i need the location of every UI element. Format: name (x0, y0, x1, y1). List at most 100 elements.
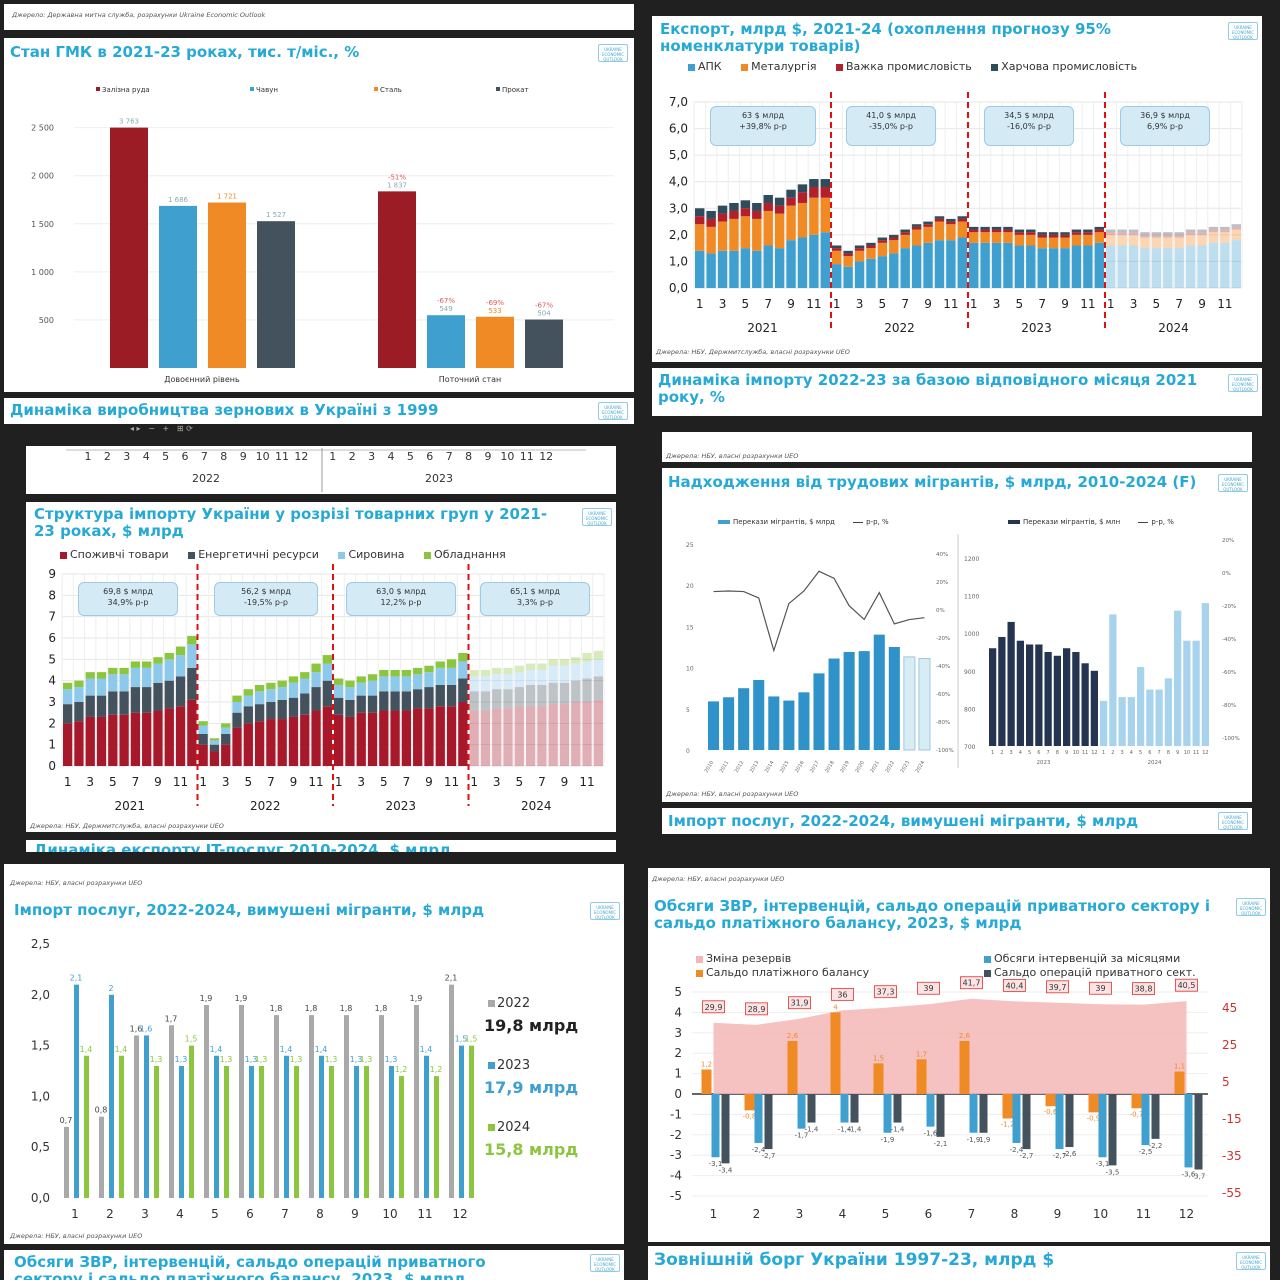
bar-segment (175, 655, 186, 677)
legend-yoy-m: р-р, % (1151, 518, 1174, 526)
reserve-label-box (1003, 978, 1026, 992)
bar-2022 (414, 1004, 419, 1198)
bar-intervention (1098, 1094, 1107, 1158)
imports-next-strip: Динаміка експорту IT-послуг 2010-2024, $… (26, 840, 616, 852)
bar-segment (571, 663, 581, 681)
data-label: 0,8 (95, 1106, 108, 1115)
bar-segment (379, 670, 389, 677)
export-slide: Експорт, млрд $, 2021-24 (охоплення прог… (652, 16, 1262, 362)
x-tick-label: 6 (182, 450, 189, 463)
bar-segment (130, 661, 141, 668)
bar-segment (469, 691, 479, 711)
bar-segment (1048, 232, 1059, 235)
reserve-label: 31,9 (791, 999, 809, 1008)
year-label: 2022 (250, 799, 281, 813)
bar-segment (469, 676, 479, 692)
bar-remit-month (998, 636, 1006, 746)
bar-2024 (294, 1065, 299, 1198)
bar-remit-month (1007, 621, 1015, 746)
bar-segment (480, 691, 491, 711)
bar-segment (889, 253, 899, 288)
bar-segment (254, 691, 265, 705)
x-tick-label: 7 (201, 450, 208, 463)
data-label: 1,5 (455, 1035, 468, 1044)
data-label: -1,9 (977, 1136, 991, 1144)
remit-next-title: Імпорт послуг, 2022-2024, вимушені мігра… (668, 812, 1139, 830)
bar-remit-month (1164, 678, 1172, 746)
data-label: 2,1 (445, 974, 458, 983)
bar-2024 (329, 1065, 334, 1198)
bar-segment (243, 706, 253, 724)
bar-segment (254, 684, 265, 692)
bar-segment (311, 672, 321, 688)
y-tick-label: 25 (686, 542, 694, 549)
bar-segment (820, 179, 830, 188)
reserves-title: Обсяги ЗВР, інтервенцій, сальдо операцій… (654, 897, 1211, 932)
bar-segment (1197, 234, 1207, 246)
reserves-top-source: Джерела: НБУ, власні розрахунки UEO (652, 875, 785, 883)
reserve-label: 29,9 (705, 1003, 723, 1012)
y-tick-label: 0,5 (31, 1140, 50, 1154)
bar-segment (866, 248, 876, 259)
bar-bop (701, 1069, 712, 1094)
bar-segment (559, 665, 570, 683)
legend-consumer: Споживчі товари (70, 548, 169, 561)
viewer-toolbar[interactable]: ◂ ▸ − + ⊞ ⟳ (130, 424, 193, 433)
x-tick-label: 3 (993, 297, 1001, 311)
x-tick-label: 3 (357, 775, 365, 789)
y-tick-label: 0 (686, 748, 690, 755)
bar-intervention (1184, 1094, 1193, 1168)
bar-segment (1083, 232, 1093, 235)
bar-2023 (424, 1055, 429, 1198)
bar-segment (458, 678, 468, 702)
x-tick-label: 6 (1148, 750, 1151, 756)
logo: UKRAINE ECONOMIC OUTLOOK (598, 44, 628, 62)
x-tick-label: 11 (308, 775, 323, 789)
bar-segment (752, 250, 762, 288)
imports-legend: Споживчі товари Енергетичні ресурси Сиро… (60, 548, 522, 561)
bar-remit-month (1118, 697, 1126, 746)
bar-segment (1083, 245, 1093, 288)
bar-segment (254, 704, 265, 722)
bar-segment (209, 751, 220, 766)
y-tick-label: -3 (670, 1148, 682, 1162)
bar-segment (706, 253, 716, 288)
imports-source: Джерела: НБУ, Держмитслужба, власні розр… (30, 822, 224, 830)
bar-segment (243, 689, 253, 696)
bar-segment (85, 716, 95, 766)
bar-segment (1037, 234, 1047, 238)
bar-segment (503, 708, 513, 766)
bar-segment (1026, 229, 1036, 233)
bar-segment (334, 684, 344, 698)
data-label: 1,8 (375, 1004, 388, 1013)
bar-2024 (364, 1065, 369, 1198)
bar-segment (480, 710, 491, 766)
legend-equipment: Обладнання (434, 548, 506, 561)
data-label: 1,8 (270, 1004, 283, 1013)
x-tick-label: 10 (256, 450, 270, 463)
bar-segment (1208, 226, 1219, 230)
bar-segment (548, 682, 558, 705)
services-next-strip: Обсяги ЗВР, інтервенцій, сальдо операцій… (4, 1250, 624, 1280)
bar-segment (492, 667, 502, 675)
bar-segment (367, 680, 378, 696)
logo: UKRAINE ECONOMIC OUTLOOK (582, 508, 612, 526)
data-label: 1,3 (255, 1055, 268, 1064)
data-label: 1,5 (185, 1035, 198, 1044)
bar-segment (1048, 248, 1059, 288)
data-label: -3,1 (1096, 1160, 1110, 1168)
reserve-label-box (917, 981, 940, 995)
bar-segment (401, 691, 412, 711)
bar-segment (582, 702, 592, 766)
bar-segment (877, 237, 888, 241)
bar-segment (752, 218, 762, 251)
x-tick-label: 3 (719, 297, 727, 311)
reserve-label-box (745, 1002, 768, 1016)
yoy-line (713, 570, 925, 653)
x-tick-label: 9 (1054, 1207, 1062, 1221)
x-tick-label: 1 (470, 775, 478, 789)
data-label: 1,2 (395, 1065, 408, 1074)
data-label: -1,9 (881, 1136, 895, 1144)
bar-private (1194, 1094, 1203, 1170)
